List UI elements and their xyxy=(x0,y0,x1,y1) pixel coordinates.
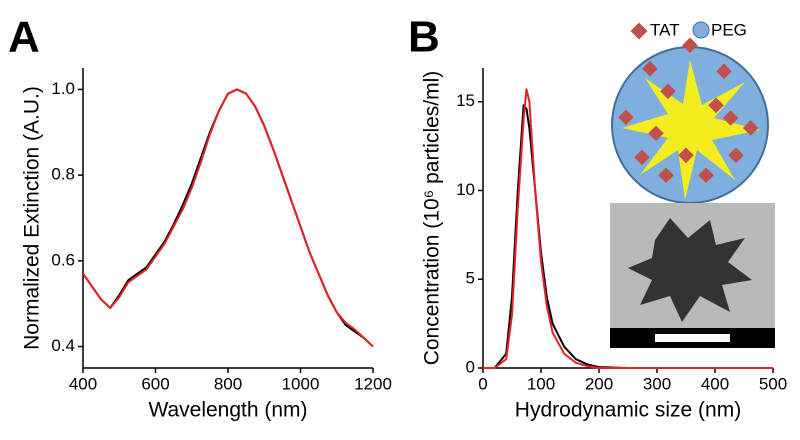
x-tick-label: 600 xyxy=(141,374,169,393)
x-tick-label: 500 xyxy=(759,374,787,393)
x-tick-label: 400 xyxy=(701,374,729,393)
y-tick-label: 0 xyxy=(466,357,475,376)
y-tick-label: 5 xyxy=(466,269,475,288)
x-tick-label: 0 xyxy=(478,374,487,393)
panel-label: B xyxy=(408,13,440,62)
y-axis-label: Normalized Extinction (A.U.) xyxy=(21,86,44,350)
x-tick-label: 400 xyxy=(69,374,97,393)
nanostar-schematic xyxy=(611,21,769,204)
x-axis-label: Wavelength (nm) xyxy=(148,399,307,422)
y-tick-label: 10 xyxy=(456,180,475,199)
x-tick-label: 1000 xyxy=(282,374,320,393)
series-line xyxy=(82,88,374,348)
tem-image xyxy=(610,203,775,348)
y-axis-label: Concentration (10⁶ particles/ml) xyxy=(421,71,444,366)
annotation: TAT xyxy=(650,20,680,39)
y-tick-label: 0.8 xyxy=(51,165,75,184)
x-tick-label: 300 xyxy=(643,374,671,393)
y-tick-label: 0.4 xyxy=(51,336,75,355)
panel-label: A xyxy=(8,13,40,62)
y-tick-label: 0.6 xyxy=(51,250,75,269)
x-tick-label: 800 xyxy=(214,374,242,393)
series-line xyxy=(483,88,773,369)
annotation: PEG xyxy=(711,20,747,39)
y-tick-label: 1.0 xyxy=(51,79,75,98)
x-tick-label: 100 xyxy=(527,374,555,393)
x-tick-label: 200 xyxy=(585,374,613,393)
y-tick-label: 15 xyxy=(456,91,475,110)
x-tick-label: 1200 xyxy=(354,374,392,393)
series-line xyxy=(82,88,374,348)
x-axis-label: Hydrodynamic size (nm) xyxy=(515,399,741,422)
